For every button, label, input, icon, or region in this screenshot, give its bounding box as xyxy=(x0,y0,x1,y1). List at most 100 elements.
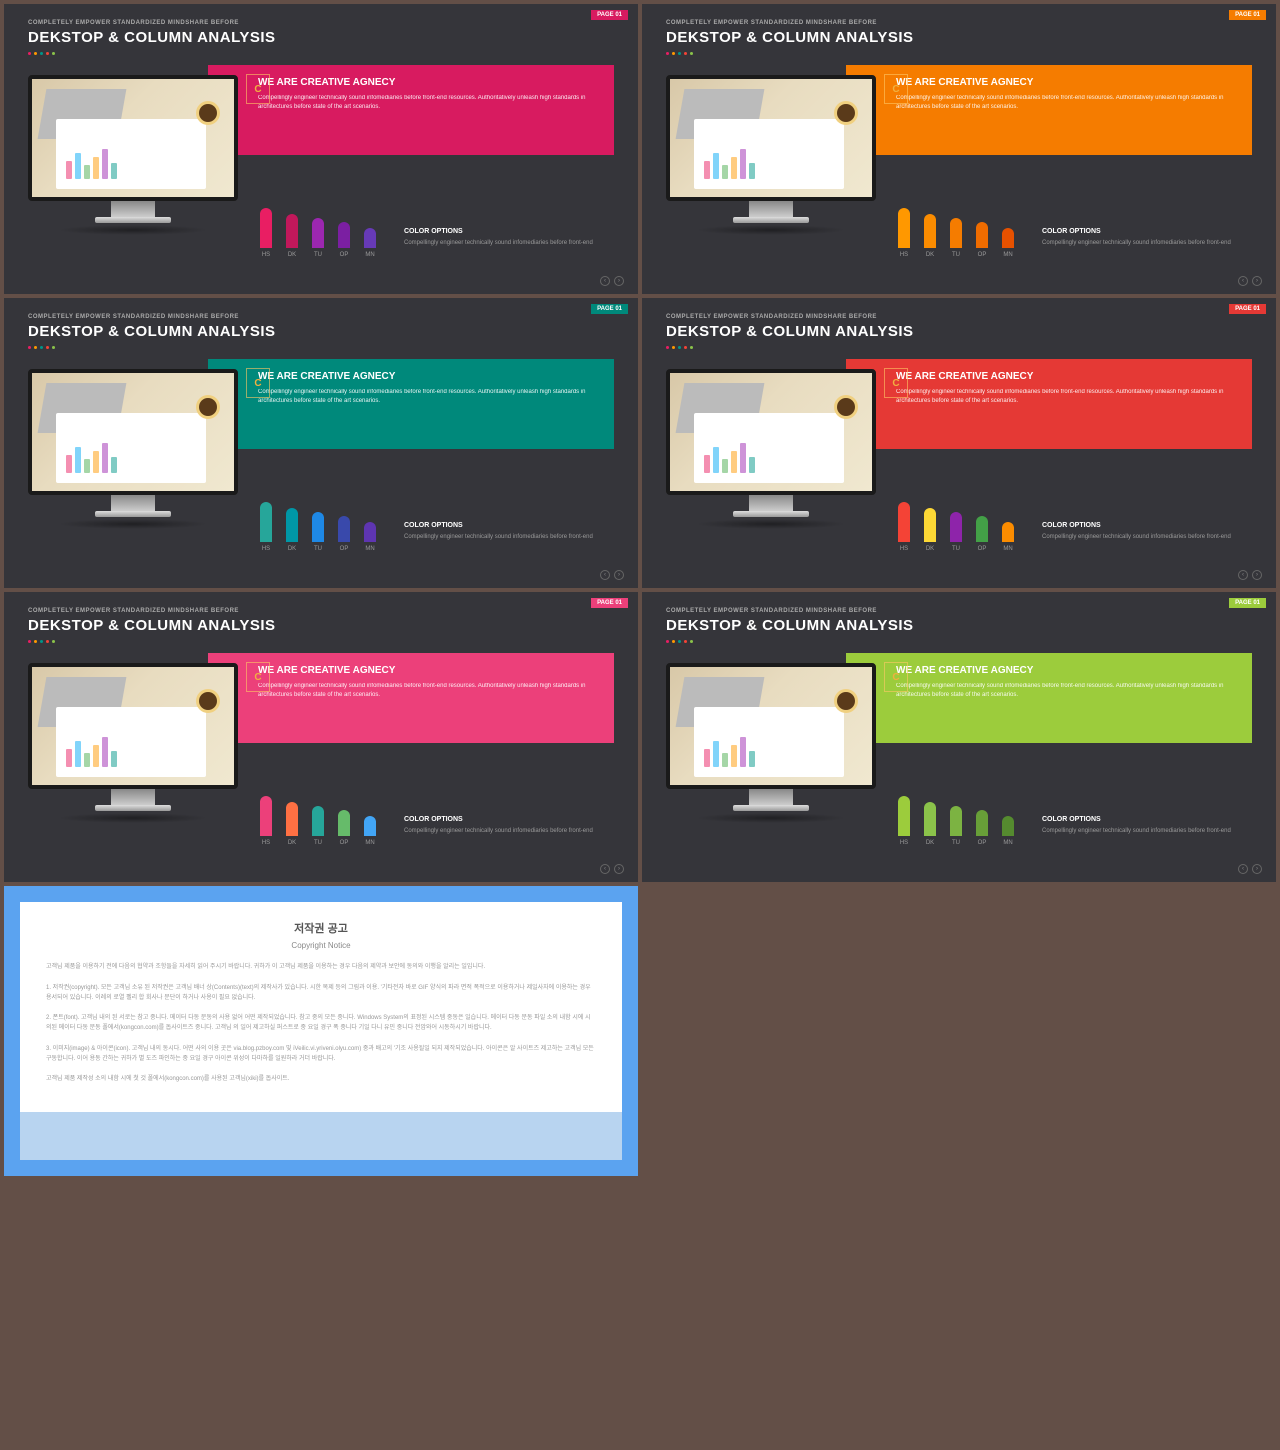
accent-dot xyxy=(52,640,55,643)
page-tag: PAGE 01 xyxy=(591,10,628,20)
monitor-graphic xyxy=(666,75,876,235)
bar-chart: HS DK TU OP MN xyxy=(898,502,1014,552)
panel-title: WE ARE CREATIVE AGNECY xyxy=(896,665,1232,676)
bar-label: HS xyxy=(262,252,270,258)
screen-chart xyxy=(62,431,122,477)
monitor-screen xyxy=(666,369,876,495)
accent-dot xyxy=(690,52,693,55)
options-title: COLOR OPTIONS xyxy=(1042,522,1231,529)
screen-mini-bar xyxy=(731,745,737,767)
bar xyxy=(364,522,376,542)
screen-mini-bar xyxy=(75,153,81,179)
bar-label: HS xyxy=(262,546,270,552)
bar-label: MN xyxy=(1003,252,1012,258)
bar-label: OP xyxy=(978,252,987,258)
screen-mini-bar xyxy=(704,455,710,473)
bar-label: DK xyxy=(926,840,934,846)
bar xyxy=(976,222,988,248)
color-options: COLOR OPTIONS Compellingly engineer tech… xyxy=(1042,816,1231,836)
bar-item: OP xyxy=(976,222,988,258)
bar xyxy=(976,516,988,542)
accent-dot xyxy=(678,52,681,55)
monitor-shadow xyxy=(696,519,846,529)
nav-prev-icon[interactable]: ‹ xyxy=(600,864,610,874)
accent-dots xyxy=(28,640,614,643)
screen-mini-bar xyxy=(93,745,99,767)
screen-mini-bar xyxy=(722,753,728,767)
bar-item: HS xyxy=(260,796,272,846)
bar-label: MN xyxy=(365,546,374,552)
accent-dot xyxy=(666,640,669,643)
nav-prev-icon[interactable]: ‹ xyxy=(600,276,610,286)
bar-item: OP xyxy=(976,810,988,846)
bar-label: MN xyxy=(1003,840,1012,846)
bar-chart: HS DK TU OP MN xyxy=(898,208,1014,258)
nav-next-icon[interactable]: › xyxy=(1252,864,1262,874)
monitor-graphic xyxy=(28,75,238,235)
accent-dot xyxy=(40,346,43,349)
bar-item: OP xyxy=(338,810,350,846)
options-title: COLOR OPTIONS xyxy=(404,522,593,529)
accent-dot xyxy=(684,52,687,55)
slide-6: PAGE 01 COMPLETELY EMPOWER STANDARDIZED … xyxy=(642,592,1276,882)
bar xyxy=(260,796,272,836)
bar-label: DK xyxy=(926,546,934,552)
screen-mini-bar xyxy=(722,459,728,473)
screen-mini-bar xyxy=(749,163,755,179)
screen-mini-bar xyxy=(75,741,81,767)
badge-icon: C xyxy=(246,74,270,104)
coffee-cup-icon xyxy=(196,689,220,713)
bar-label: HS xyxy=(262,840,270,846)
bar xyxy=(898,208,910,248)
panel-title: WE ARE CREATIVE AGNECY xyxy=(258,665,594,676)
monitor-shadow xyxy=(58,225,208,235)
bar-label: TU xyxy=(952,840,960,846)
options-body: Compellingly engineer technically sound … xyxy=(404,827,593,836)
bar xyxy=(364,816,376,836)
accent-dot xyxy=(678,346,681,349)
monitor-screen xyxy=(666,663,876,789)
options-body: Compellingly engineer technically sound … xyxy=(1042,827,1231,836)
monitor-stand xyxy=(749,201,793,217)
bar-item: MN xyxy=(1002,816,1014,846)
monitor-shadow xyxy=(696,225,846,235)
slide-bottom: HS DK TU OP MN COLOR OPTIONS Compellingl… xyxy=(898,208,1231,258)
nav-prev-icon[interactable]: ‹ xyxy=(1238,276,1248,286)
accent-dot xyxy=(34,640,37,643)
nav-next-icon[interactable]: › xyxy=(1252,276,1262,286)
bar-label: HS xyxy=(900,546,908,552)
accent-dot xyxy=(28,640,31,643)
page-tag: PAGE 01 xyxy=(1229,598,1266,608)
bar-label: MN xyxy=(365,840,374,846)
nav-next-icon[interactable]: › xyxy=(614,864,624,874)
nav-next-icon[interactable]: › xyxy=(614,276,624,286)
screen-chart xyxy=(700,431,760,477)
screen-mini-bar xyxy=(111,457,117,473)
bar-label: HS xyxy=(900,840,908,846)
monitor-screen xyxy=(666,75,876,201)
slide-title: DEKSTOP & COLUMN ANALYSIS xyxy=(666,323,1252,340)
screen-mini-bar xyxy=(704,161,710,179)
screen-mini-bar xyxy=(731,157,737,179)
notice-body: 저작권 공고 Copyright Notice 고객님 제품을 이용하기 전에 … xyxy=(20,902,622,1112)
slide-bottom: HS DK TU OP MN COLOR OPTIONS Compellingl… xyxy=(898,502,1231,552)
bar xyxy=(1002,522,1014,542)
monitor-graphic xyxy=(666,663,876,823)
nav-next-icon[interactable]: › xyxy=(614,570,624,580)
monitor-stand xyxy=(749,789,793,805)
color-options: COLOR OPTIONS Compellingly engineer tech… xyxy=(1042,522,1231,542)
nav-prev-icon[interactable]: ‹ xyxy=(1238,570,1248,580)
slide-2: PAGE 01 COMPLETELY EMPOWER STANDARDIZED … xyxy=(642,4,1276,294)
bar xyxy=(312,218,324,248)
accent-dot xyxy=(666,346,669,349)
nav-prev-icon[interactable]: ‹ xyxy=(1238,864,1248,874)
nav-prev-icon[interactable]: ‹ xyxy=(600,570,610,580)
panel-body: Compellingly engineer technically sound … xyxy=(896,94,1232,112)
notice-footer xyxy=(20,1112,622,1160)
page-tag: PAGE 01 xyxy=(1229,10,1266,20)
screen-mini-bar xyxy=(740,149,746,179)
screen-chart xyxy=(62,725,122,771)
slide-nav: ‹ › xyxy=(1238,276,1262,286)
nav-next-icon[interactable]: › xyxy=(1252,570,1262,580)
bar-label: DK xyxy=(288,840,296,846)
